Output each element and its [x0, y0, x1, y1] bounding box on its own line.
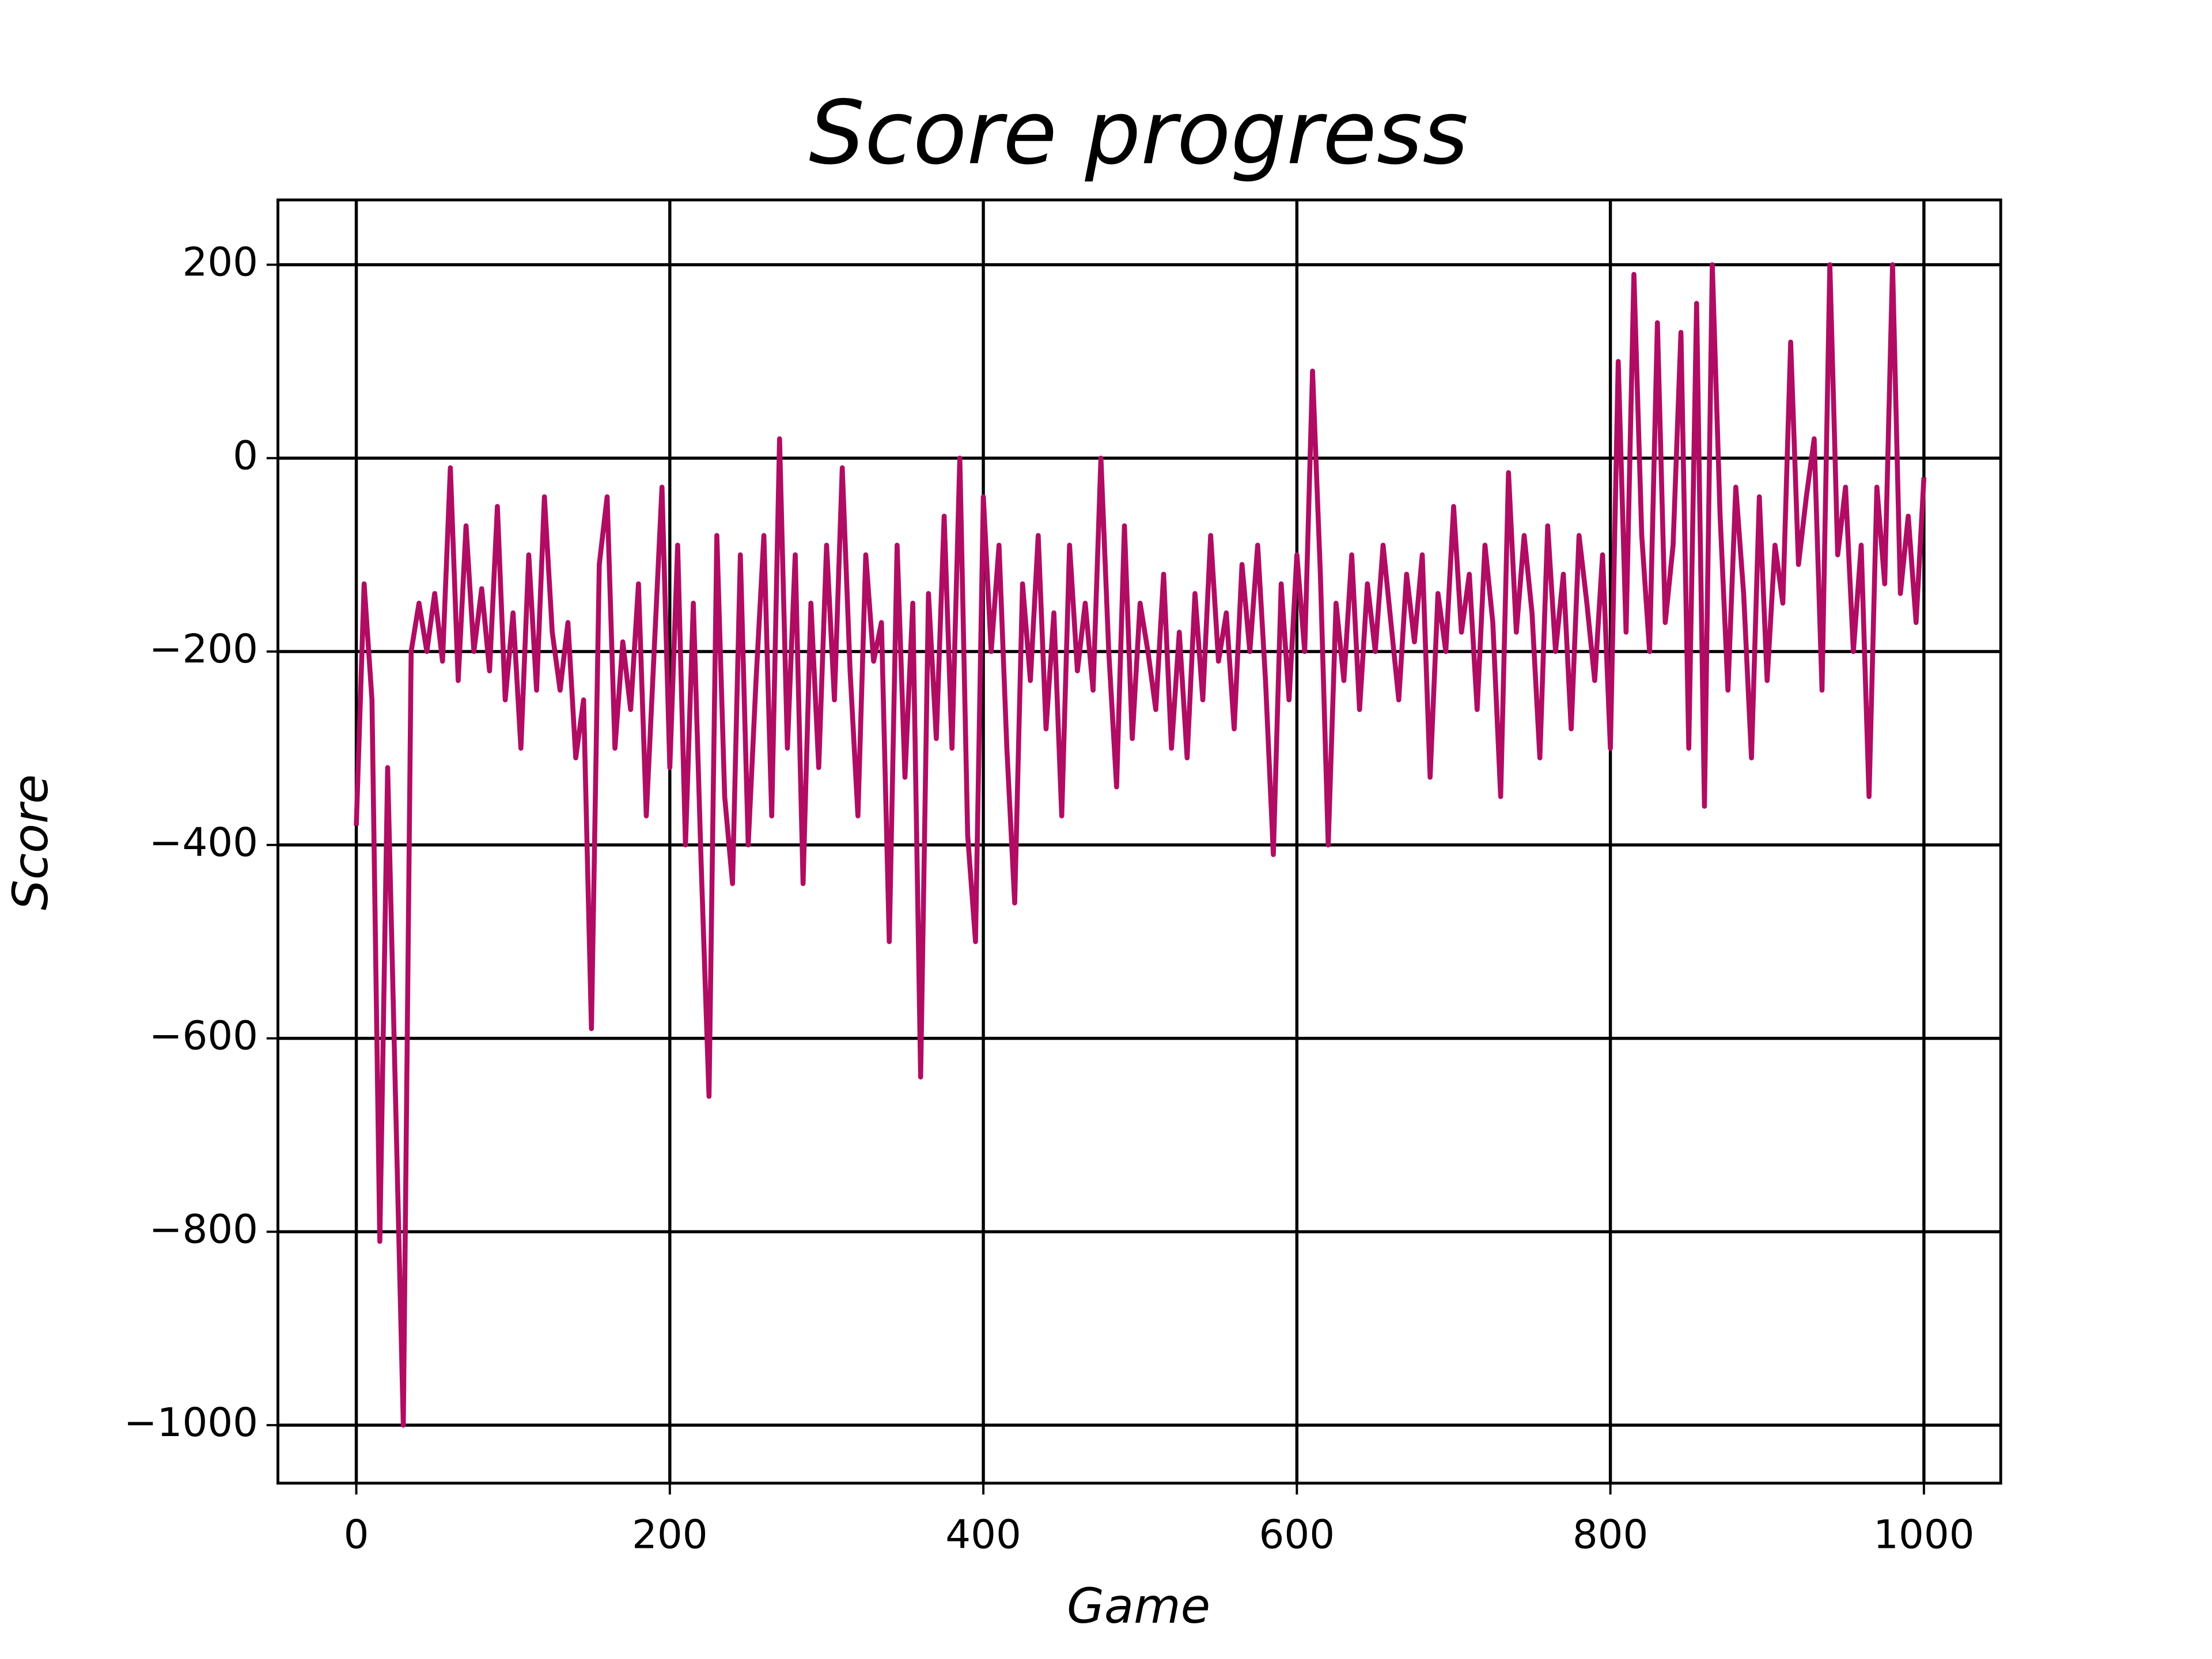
data-line: [354, 262, 1927, 1428]
y-tick-label: −1000: [124, 1400, 258, 1446]
x-tick-label: 200: [632, 1512, 708, 1558]
y-tick-label: −400: [149, 820, 258, 866]
x-tick-label: 0: [344, 1512, 369, 1558]
y-tick-label: −200: [149, 626, 258, 672]
plot-frame: [276, 198, 2002, 1485]
x-tick-label: 600: [1259, 1512, 1335, 1558]
y-axis-label: Score: [2, 774, 59, 910]
y-tick-label: −600: [149, 1013, 258, 1059]
y-tick-label: 200: [182, 240, 258, 286]
y-tick-label: −800: [149, 1206, 258, 1252]
x-tick-label: 1000: [1873, 1512, 1974, 1558]
x-tick-label: 800: [1573, 1512, 1649, 1558]
x-axis-label: Game: [1067, 1578, 1210, 1634]
y-tick-label: 0: [233, 433, 258, 479]
x-tick-label: 400: [945, 1512, 1021, 1558]
chart-title: Score progress: [809, 81, 1468, 184]
